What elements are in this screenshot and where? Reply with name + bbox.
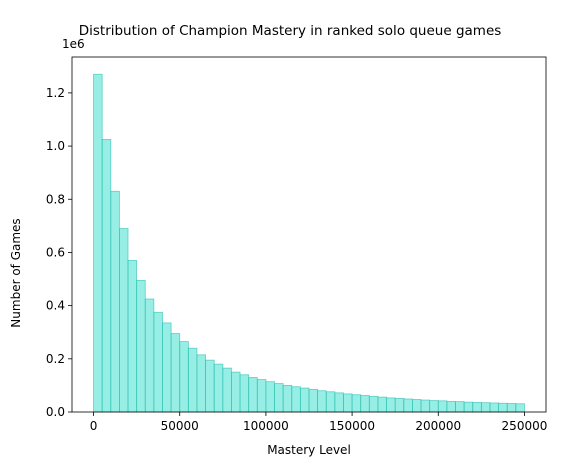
- x-tick-label: 250000: [502, 419, 548, 433]
- histogram-bar: [170, 333, 181, 413]
- histogram-bar: [437, 400, 448, 413]
- bars-group: [93, 73, 525, 413]
- histogram-bar: [248, 377, 258, 413]
- histogram-bar: [144, 298, 155, 413]
- plot-frame: [71, 56, 547, 413]
- histogram-bar: [239, 374, 250, 413]
- histogram-bar: [480, 402, 491, 413]
- histogram-bar: [101, 139, 112, 413]
- histogram-bar: [110, 190, 120, 413]
- histogram-bar: [93, 73, 103, 413]
- histogram-bar: [119, 228, 129, 413]
- histogram-bar: [420, 399, 431, 413]
- histogram-bar: [127, 260, 138, 413]
- y-tick-label: 0.0: [46, 405, 65, 419]
- histogram-bar: [489, 402, 499, 413]
- histogram-bar: [403, 398, 413, 413]
- histogram-bar: [368, 395, 379, 413]
- x-axis-label: Mastery Level: [267, 443, 351, 457]
- histogram-bar: [351, 394, 362, 413]
- histogram-bar: [153, 311, 163, 413]
- x-tick-label: 100000: [243, 419, 289, 433]
- histogram-bar: [343, 393, 353, 413]
- histogram-bar: [472, 402, 482, 413]
- y-axis-offset-label: 1e6: [62, 37, 85, 51]
- histogram-bar: [308, 388, 319, 413]
- histogram-bar: [506, 403, 517, 413]
- y-tick-label: 0.8: [46, 192, 65, 206]
- histogram-bar: [136, 279, 146, 413]
- histogram-bar: [231, 371, 241, 413]
- histogram-bar: [317, 390, 327, 413]
- y-tick-label: 1.0: [46, 139, 65, 153]
- y-tick-label: 0.4: [46, 299, 65, 313]
- histogram-bar: [205, 359, 215, 413]
- histogram-bar: [222, 367, 232, 413]
- histogram-bar: [179, 341, 189, 413]
- x-tick-label: 50000: [161, 419, 199, 433]
- histogram-bar: [325, 391, 336, 413]
- histogram-bar: [394, 398, 405, 413]
- chart-title: Distribution of Champion Mastery in rank…: [79, 23, 502, 39]
- histogram-bar: [386, 397, 396, 413]
- histogram-bar: [196, 354, 206, 413]
- histogram-bar: [282, 385, 293, 413]
- y-axis-label: Number of Games: [9, 218, 23, 327]
- histogram-bar: [463, 401, 474, 413]
- histogram-bar: [162, 322, 172, 413]
- histogram-bar: [213, 363, 224, 413]
- histogram-bar: [265, 381, 275, 413]
- histogram-bar: [256, 379, 267, 413]
- x-tick-label: 200000: [415, 419, 461, 433]
- x-tick-label: 0: [90, 419, 98, 433]
- histogram-bar: [429, 400, 439, 413]
- histogram-bar: [360, 395, 370, 413]
- histogram-bar: [515, 403, 525, 413]
- histogram-bar: [446, 400, 456, 413]
- histogram-bar: [498, 402, 508, 413]
- histogram-bar: [377, 396, 387, 413]
- y-axis-ticks: 0.0 0.2 0.4 0.6 0.8 1.0 1.2: [46, 86, 72, 419]
- x-tick-label: 150000: [329, 419, 375, 433]
- histogram-bar: [412, 399, 422, 413]
- histogram-bar: [334, 392, 344, 413]
- y-tick-label: 0.6: [46, 245, 65, 259]
- y-tick-label: 0.2: [46, 352, 65, 366]
- histogram-bar: [299, 387, 310, 413]
- histogram-bar: [274, 383, 284, 413]
- histogram-bar: [455, 401, 465, 413]
- x-axis-ticks: 0 50000 100000 150000 200000 250000: [90, 412, 548, 433]
- histogram-bar: [187, 347, 198, 413]
- y-tick-label: 1.2: [46, 86, 65, 100]
- histogram-bar: [291, 386, 301, 413]
